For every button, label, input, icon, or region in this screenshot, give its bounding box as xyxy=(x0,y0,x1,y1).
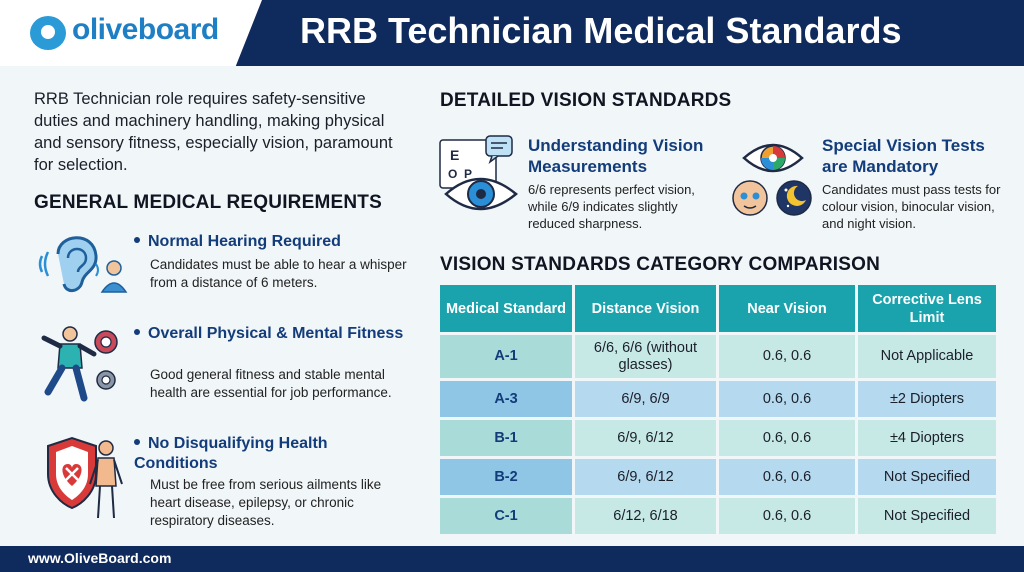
cell-distance: 6/9, 6/12 xyxy=(575,420,716,456)
requirement-title-fitness: Overall Physical & Mental Fitness xyxy=(134,324,414,344)
cell-distance: 6/6, 6/6 (without glasses) xyxy=(575,335,716,378)
logo-area: oliveboard xyxy=(0,0,262,66)
cell-near: 0.6, 0.6 xyxy=(719,420,855,456)
requirement-desc-health: Must be free from serious ailments like … xyxy=(150,477,382,528)
general-requirements-heading: GENERAL MEDICAL REQUIREMENTS xyxy=(34,192,382,213)
vision-card-title-special-tests: Special Vision Tests are Mandatory xyxy=(822,136,985,176)
cell-distance: 6/12, 6/18 xyxy=(575,498,716,534)
cell-standard: A-3 xyxy=(440,381,572,417)
page-title: RRB Technician Medical Standards xyxy=(300,10,902,51)
logo-text: oliveboard xyxy=(72,13,219,46)
vision-comparison-table: Medical Standard Distance Vision Near Vi… xyxy=(437,282,999,537)
cell-standard: C-1 xyxy=(440,498,572,534)
vision-tests-icon xyxy=(732,143,812,216)
requirement-desc-fitness: Good general fitness and stable mental h… xyxy=(150,367,392,400)
intro-text: RRB Technician role requires safety-sens… xyxy=(34,90,393,174)
footer-url: www.OliveBoard.com xyxy=(28,550,172,566)
vision-standards-heading: DETAILED VISION STANDARDS xyxy=(440,90,732,111)
table-row: A-3 6/9, 6/9 0.6, 0.6 ±2 Diopters xyxy=(440,381,996,417)
cell-lens: Not Specified xyxy=(858,459,996,495)
eye-chart-letter: E xyxy=(450,147,459,163)
cell-lens: ±2 Diopters xyxy=(858,381,996,417)
cell-lens: Not Applicable xyxy=(858,335,996,378)
bullet-icon xyxy=(134,438,140,445)
cell-near: 0.6, 0.6 xyxy=(719,498,855,534)
cell-distance: 6/9, 6/12 xyxy=(575,459,716,495)
column-header-distance: Distance Vision xyxy=(575,285,716,332)
fitness-icon xyxy=(41,326,118,402)
cell-near: 0.6, 0.6 xyxy=(719,335,855,378)
eye-chart-letter: O xyxy=(448,167,457,181)
table-row: B-2 6/9, 6/12 0.6, 0.6 Not Specified xyxy=(440,459,996,495)
column-header-near: Near Vision xyxy=(719,285,855,332)
ear-icon xyxy=(38,236,128,293)
cell-lens: Not Specified xyxy=(858,498,996,534)
column-header-standard: Medical Standard xyxy=(440,285,572,332)
bullet-icon xyxy=(134,328,140,335)
table-header-row: Medical Standard Distance Vision Near Vi… xyxy=(440,285,996,332)
table-row: B-1 6/9, 6/12 0.6, 0.6 ±4 Diopters xyxy=(440,420,996,456)
cell-standard: A-1 xyxy=(440,335,572,378)
cell-distance: 6/9, 6/9 xyxy=(575,381,716,417)
health-shield-icon xyxy=(47,436,123,519)
oliveboard-logo-icon xyxy=(30,16,66,50)
bullet-icon xyxy=(134,236,140,243)
eye-chart-letter: P xyxy=(464,167,472,181)
cell-near: 0.6, 0.6 xyxy=(719,381,855,417)
vision-card-desc-special-tests: Candidates must pass tests for colour vi… xyxy=(822,182,1001,231)
cell-standard: B-1 xyxy=(440,420,572,456)
cell-lens: ±4 Diopters xyxy=(858,420,996,456)
cell-near: 0.6, 0.6 xyxy=(719,459,855,495)
requirement-title-hearing: Normal Hearing Required xyxy=(134,232,414,252)
column-header-lens: Corrective Lens Limit xyxy=(858,285,996,332)
requirement-desc-hearing: Candidates must be able to hear a whispe… xyxy=(150,257,407,290)
eye-chart-icon: E O P xyxy=(439,135,518,211)
cell-standard: B-2 xyxy=(440,459,572,495)
table-row: A-1 6/6, 6/6 (without glasses) 0.6, 0.6 … xyxy=(440,335,996,378)
footer-bar: www.OliveBoard.com xyxy=(0,546,1024,572)
vision-card-title-measurements: Understanding Vision Measurements xyxy=(528,136,704,176)
table-row: C-1 6/12, 6/18 0.6, 0.6 Not Specified xyxy=(440,498,996,534)
vision-card-desc-measurements: 6/6 represents perfect vision, while 6/9… xyxy=(528,182,695,231)
header-banner: oliveboard RRB Technician Medical Standa… xyxy=(0,0,1024,66)
requirement-title-health: No Disqualifying Health Conditions xyxy=(134,435,328,472)
comparison-heading: VISION STANDARDS CATEGORY COMPARISON xyxy=(440,254,881,275)
